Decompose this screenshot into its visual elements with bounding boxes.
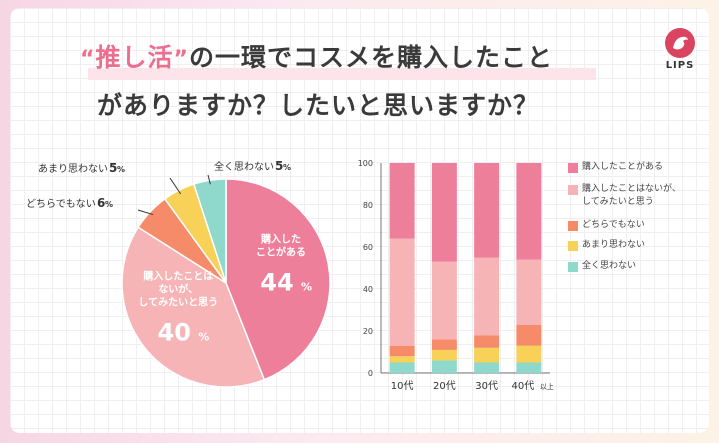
legend-item: 購入したことはないが、 してみたいと思う	[568, 183, 681, 209]
legend-item: どちらでもない	[568, 219, 645, 232]
legend-label: 購入したことはないが、	[582, 184, 681, 194]
title-line-1-rest: の一環でコスメを購入したこと	[188, 43, 553, 72]
legend-item: あまり思わない	[568, 239, 646, 252]
legend-item: 購入したことがある	[568, 161, 664, 174]
legend-swatch	[568, 262, 578, 272]
legend-swatch	[568, 185, 578, 195]
quote-open: “	[80, 47, 96, 72]
lips-logo-icon	[665, 28, 695, 58]
legend-label: どちらでもない	[582, 220, 645, 230]
title-line-2: がありますか？したいと思いますか？	[97, 91, 540, 120]
legend-item: 全く思わない	[568, 260, 637, 273]
legend-label: あまり思わない	[582, 240, 646, 250]
title-highlight-word: 推し活	[95, 43, 174, 72]
lips-logo: LIPS	[658, 28, 702, 71]
lips-logo-text: LIPS	[665, 60, 695, 71]
quote-close: ”	[173, 47, 189, 72]
title-line-1: “推し活”の一環でコスメを購入したこと	[80, 38, 553, 74]
legend-label: してみたいと思う	[582, 197, 654, 207]
legend-swatch	[568, 163, 578, 173]
legend-swatch	[568, 241, 578, 251]
legend-label: 全く思わない	[582, 261, 637, 271]
legend-label: 購入したことがある	[582, 162, 664, 172]
title-highlight	[88, 68, 596, 80]
legend-swatch	[568, 221, 578, 231]
